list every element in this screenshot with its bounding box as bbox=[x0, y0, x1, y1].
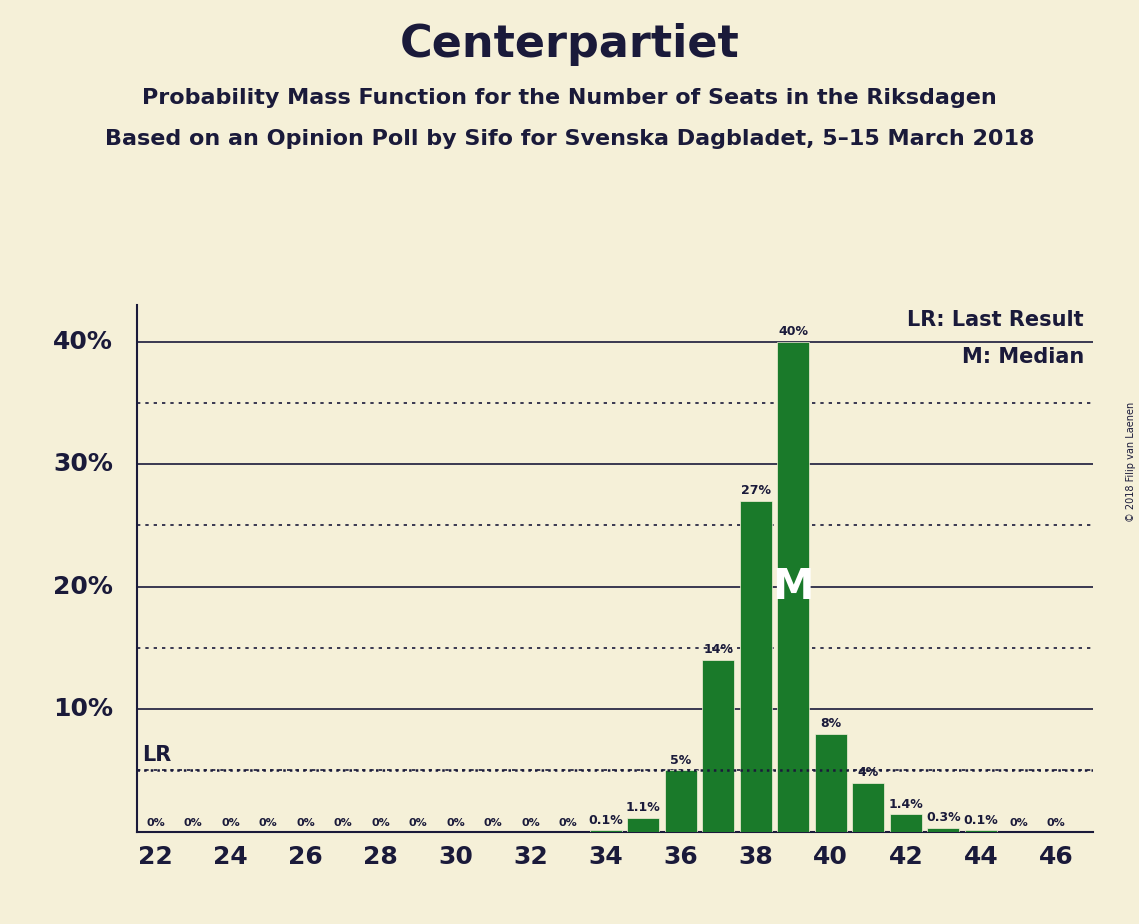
Text: 4%: 4% bbox=[858, 766, 879, 779]
Text: 8%: 8% bbox=[820, 717, 842, 730]
Text: 30%: 30% bbox=[52, 452, 113, 476]
Text: 0%: 0% bbox=[559, 818, 577, 828]
Text: 5%: 5% bbox=[670, 754, 691, 767]
Bar bbox=[890, 814, 921, 832]
Text: 0%: 0% bbox=[259, 818, 278, 828]
Text: 0.3%: 0.3% bbox=[926, 811, 960, 824]
Text: M: Median: M: Median bbox=[961, 347, 1084, 367]
Text: 40%: 40% bbox=[52, 330, 113, 354]
Text: 10%: 10% bbox=[52, 697, 113, 721]
Text: 1.1%: 1.1% bbox=[625, 801, 661, 814]
Text: 0%: 0% bbox=[296, 818, 314, 828]
Bar bbox=[927, 828, 959, 832]
Bar bbox=[590, 831, 622, 832]
Text: 14%: 14% bbox=[703, 643, 734, 656]
Text: LR: LR bbox=[142, 746, 172, 765]
Text: 0%: 0% bbox=[221, 818, 240, 828]
Text: 0%: 0% bbox=[446, 818, 465, 828]
Text: 0%: 0% bbox=[371, 818, 390, 828]
Bar bbox=[852, 783, 884, 832]
Bar bbox=[665, 771, 697, 832]
Text: 20%: 20% bbox=[52, 575, 113, 599]
Bar bbox=[740, 501, 772, 832]
Text: © 2018 Filip van Laenen: © 2018 Filip van Laenen bbox=[1126, 402, 1136, 522]
Text: 1.4%: 1.4% bbox=[888, 797, 924, 810]
Text: 0%: 0% bbox=[409, 818, 427, 828]
Bar bbox=[777, 342, 809, 832]
Text: 0%: 0% bbox=[1009, 818, 1027, 828]
Bar bbox=[965, 831, 997, 832]
Text: 0.1%: 0.1% bbox=[589, 814, 623, 827]
Bar bbox=[814, 734, 846, 832]
Text: Based on an Opinion Poll by Sifo for Svenska Dagbladet, 5–15 March 2018: Based on an Opinion Poll by Sifo for Sve… bbox=[105, 129, 1034, 150]
Text: 0%: 0% bbox=[146, 818, 165, 828]
Text: M: M bbox=[772, 565, 814, 608]
Text: 0%: 0% bbox=[183, 818, 203, 828]
Text: Centerpartiet: Centerpartiet bbox=[400, 23, 739, 67]
Text: 27%: 27% bbox=[740, 484, 771, 497]
Text: Probability Mass Function for the Number of Seats in the Riksdagen: Probability Mass Function for the Number… bbox=[142, 88, 997, 108]
Text: LR: Last Result: LR: Last Result bbox=[908, 310, 1084, 330]
Bar bbox=[628, 818, 659, 832]
Bar bbox=[703, 660, 735, 832]
Text: 0.1%: 0.1% bbox=[964, 814, 998, 827]
Text: 0%: 0% bbox=[522, 818, 540, 828]
Text: 0%: 0% bbox=[484, 818, 502, 828]
Text: 40%: 40% bbox=[778, 325, 809, 338]
Text: 0%: 0% bbox=[334, 818, 352, 828]
Text: 0%: 0% bbox=[1047, 818, 1065, 828]
